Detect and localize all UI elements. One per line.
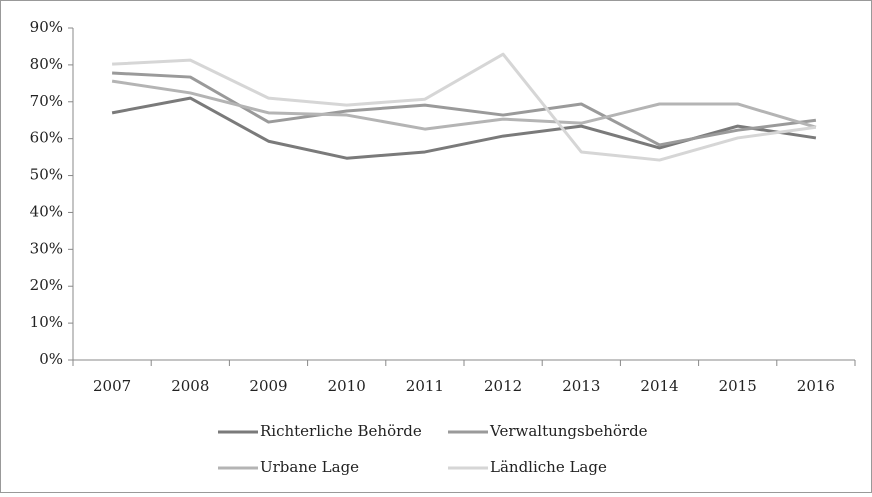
y-tick-label: 0% xyxy=(39,350,63,368)
x-tick-label: 2007 xyxy=(93,377,131,395)
legend-label: Richterliche Behörde xyxy=(260,422,422,440)
line-series xyxy=(111,79,817,131)
legend-label: Urbane Lage xyxy=(260,458,359,476)
x-tick-label: 2008 xyxy=(171,377,209,395)
y-tick-label: 80% xyxy=(30,55,63,73)
x-tick-label: 2014 xyxy=(640,377,678,395)
legend-label: Verwaltungsbehörde xyxy=(489,422,648,440)
x-tick-label: 2013 xyxy=(562,377,600,395)
y-tick-label: 40% xyxy=(30,202,63,220)
y-tick-label: 10% xyxy=(30,313,63,331)
x-tick-label: 2009 xyxy=(249,377,287,395)
line-series xyxy=(112,71,817,147)
y-tick-label: 20% xyxy=(30,276,63,294)
legend-label: Ländliche Lage xyxy=(490,458,607,476)
y-tick-label: 30% xyxy=(30,239,63,257)
line-series xyxy=(112,52,817,162)
x-tick-label: 2015 xyxy=(719,377,757,395)
x-tick-label: 2011 xyxy=(406,377,444,395)
y-tick-label: 90% xyxy=(30,18,63,36)
x-tick-label: 2010 xyxy=(328,377,366,395)
y-tick-label: 50% xyxy=(30,166,63,184)
y-tick-label: 70% xyxy=(30,92,63,110)
x-tick-label: 2012 xyxy=(484,377,522,395)
y-tick-label: 60% xyxy=(30,129,63,147)
x-tick-label: 2016 xyxy=(797,377,835,395)
